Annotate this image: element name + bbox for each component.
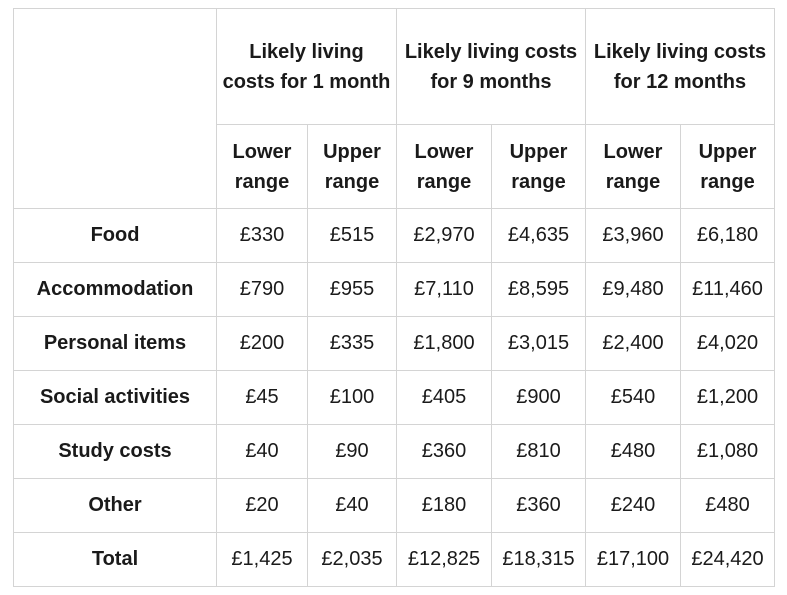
table-cell: £1,200 <box>679 370 776 425</box>
table-cell: £45 <box>216 370 308 425</box>
range-header-lower: Lower range <box>396 124 492 209</box>
table-cell: £40 <box>307 478 397 533</box>
table-cell: £18,315 <box>491 532 586 587</box>
range-header-upper: Upper range <box>307 124 397 209</box>
table-cell: £100 <box>307 370 397 425</box>
range-header-upper: Upper range <box>679 124 776 209</box>
range-header-upper: Upper range <box>491 124 586 209</box>
table-row-food: Food £330 £515 £2,970 £4,635 £3,960 £6,1… <box>13 208 776 263</box>
table-cell: £955 <box>307 262 397 317</box>
table-cell: £1,800 <box>396 316 492 371</box>
table-cell: £1,425 <box>216 532 308 587</box>
table-cell: £515 <box>307 208 397 263</box>
table-cell: £360 <box>396 424 492 479</box>
table-cell: £17,100 <box>585 532 681 587</box>
table-row-total: Total £1,425 £2,035 £12,825 £18,315 £17,… <box>13 532 776 587</box>
table-cell: £810 <box>491 424 586 479</box>
range-header-lower: Lower range <box>585 124 681 209</box>
table-cell: £3,015 <box>491 316 586 371</box>
table-cell: £40 <box>216 424 308 479</box>
table-cell: £540 <box>585 370 681 425</box>
table-cell: £1,080 <box>679 424 776 479</box>
table-cell: £12,825 <box>396 532 492 587</box>
row-label: Food <box>13 208 217 263</box>
table-cell: £335 <box>307 316 397 371</box>
table-cell: £330 <box>216 208 308 263</box>
table-cell: £480 <box>679 478 776 533</box>
range-header-lower: Lower range <box>216 124 308 209</box>
table-cell: £6,180 <box>679 208 776 263</box>
table-cell: £4,635 <box>491 208 586 263</box>
row-label: Other <box>13 478 217 533</box>
table-cell: £2,970 <box>396 208 492 263</box>
period-header-9-months: Likely living costs for 9 months <box>396 8 586 125</box>
table-row-accommodation: Accommodation £790 £955 £7,110 £8,595 £9… <box>13 262 776 317</box>
table-row-other: Other £20 £40 £180 £360 £240 £480 <box>13 478 776 533</box>
table-cell: £2,400 <box>585 316 681 371</box>
table-cell: £405 <box>396 370 492 425</box>
row-label: Personal items <box>13 316 217 371</box>
table-cell: £4,020 <box>679 316 776 371</box>
table-cell: £360 <box>491 478 586 533</box>
table-cell: £8,595 <box>491 262 586 317</box>
row-label: Total <box>13 532 217 587</box>
table-cell: £240 <box>585 478 681 533</box>
row-label: Study costs <box>13 424 217 479</box>
table-row-personal-items: Personal items £200 £335 £1,800 £3,015 £… <box>13 316 776 371</box>
table-row-study-costs: Study costs £40 £90 £360 £810 £480 £1,08… <box>13 424 776 479</box>
period-header-12-months: Likely living costs for 12 months <box>584 8 776 125</box>
table-cell: £900 <box>491 370 586 425</box>
table-cell: £200 <box>216 316 308 371</box>
period-header-row: Likely living costs for 1 month Likely l… <box>13 8 776 209</box>
corner-cell <box>13 8 217 209</box>
range-header-row: Lower range Upper range Lower range Uppe… <box>14 124 776 209</box>
table-cell: £7,110 <box>396 262 492 317</box>
row-label: Social activities <box>13 370 217 425</box>
period-header-1-month: Likely living costs for 1 month <box>216 8 397 125</box>
table-cell: £9,480 <box>585 262 681 317</box>
table-cell: £3,960 <box>585 208 681 263</box>
table-cell: £790 <box>216 262 308 317</box>
row-label: Accommodation <box>13 262 217 317</box>
table-cell: £11,460 <box>679 262 776 317</box>
table-cell: £480 <box>585 424 681 479</box>
table-cell: £20 <box>216 478 308 533</box>
table-cell: £180 <box>396 478 492 533</box>
table-row-social-activities: Social activities £45 £100 £405 £900 £54… <box>13 370 776 425</box>
table-cell: £24,420 <box>679 532 776 587</box>
living-costs-table: Likely living costs for 1 month Likely l… <box>13 8 776 587</box>
table-cell: £90 <box>307 424 397 479</box>
table-cell: £2,035 <box>307 532 397 587</box>
